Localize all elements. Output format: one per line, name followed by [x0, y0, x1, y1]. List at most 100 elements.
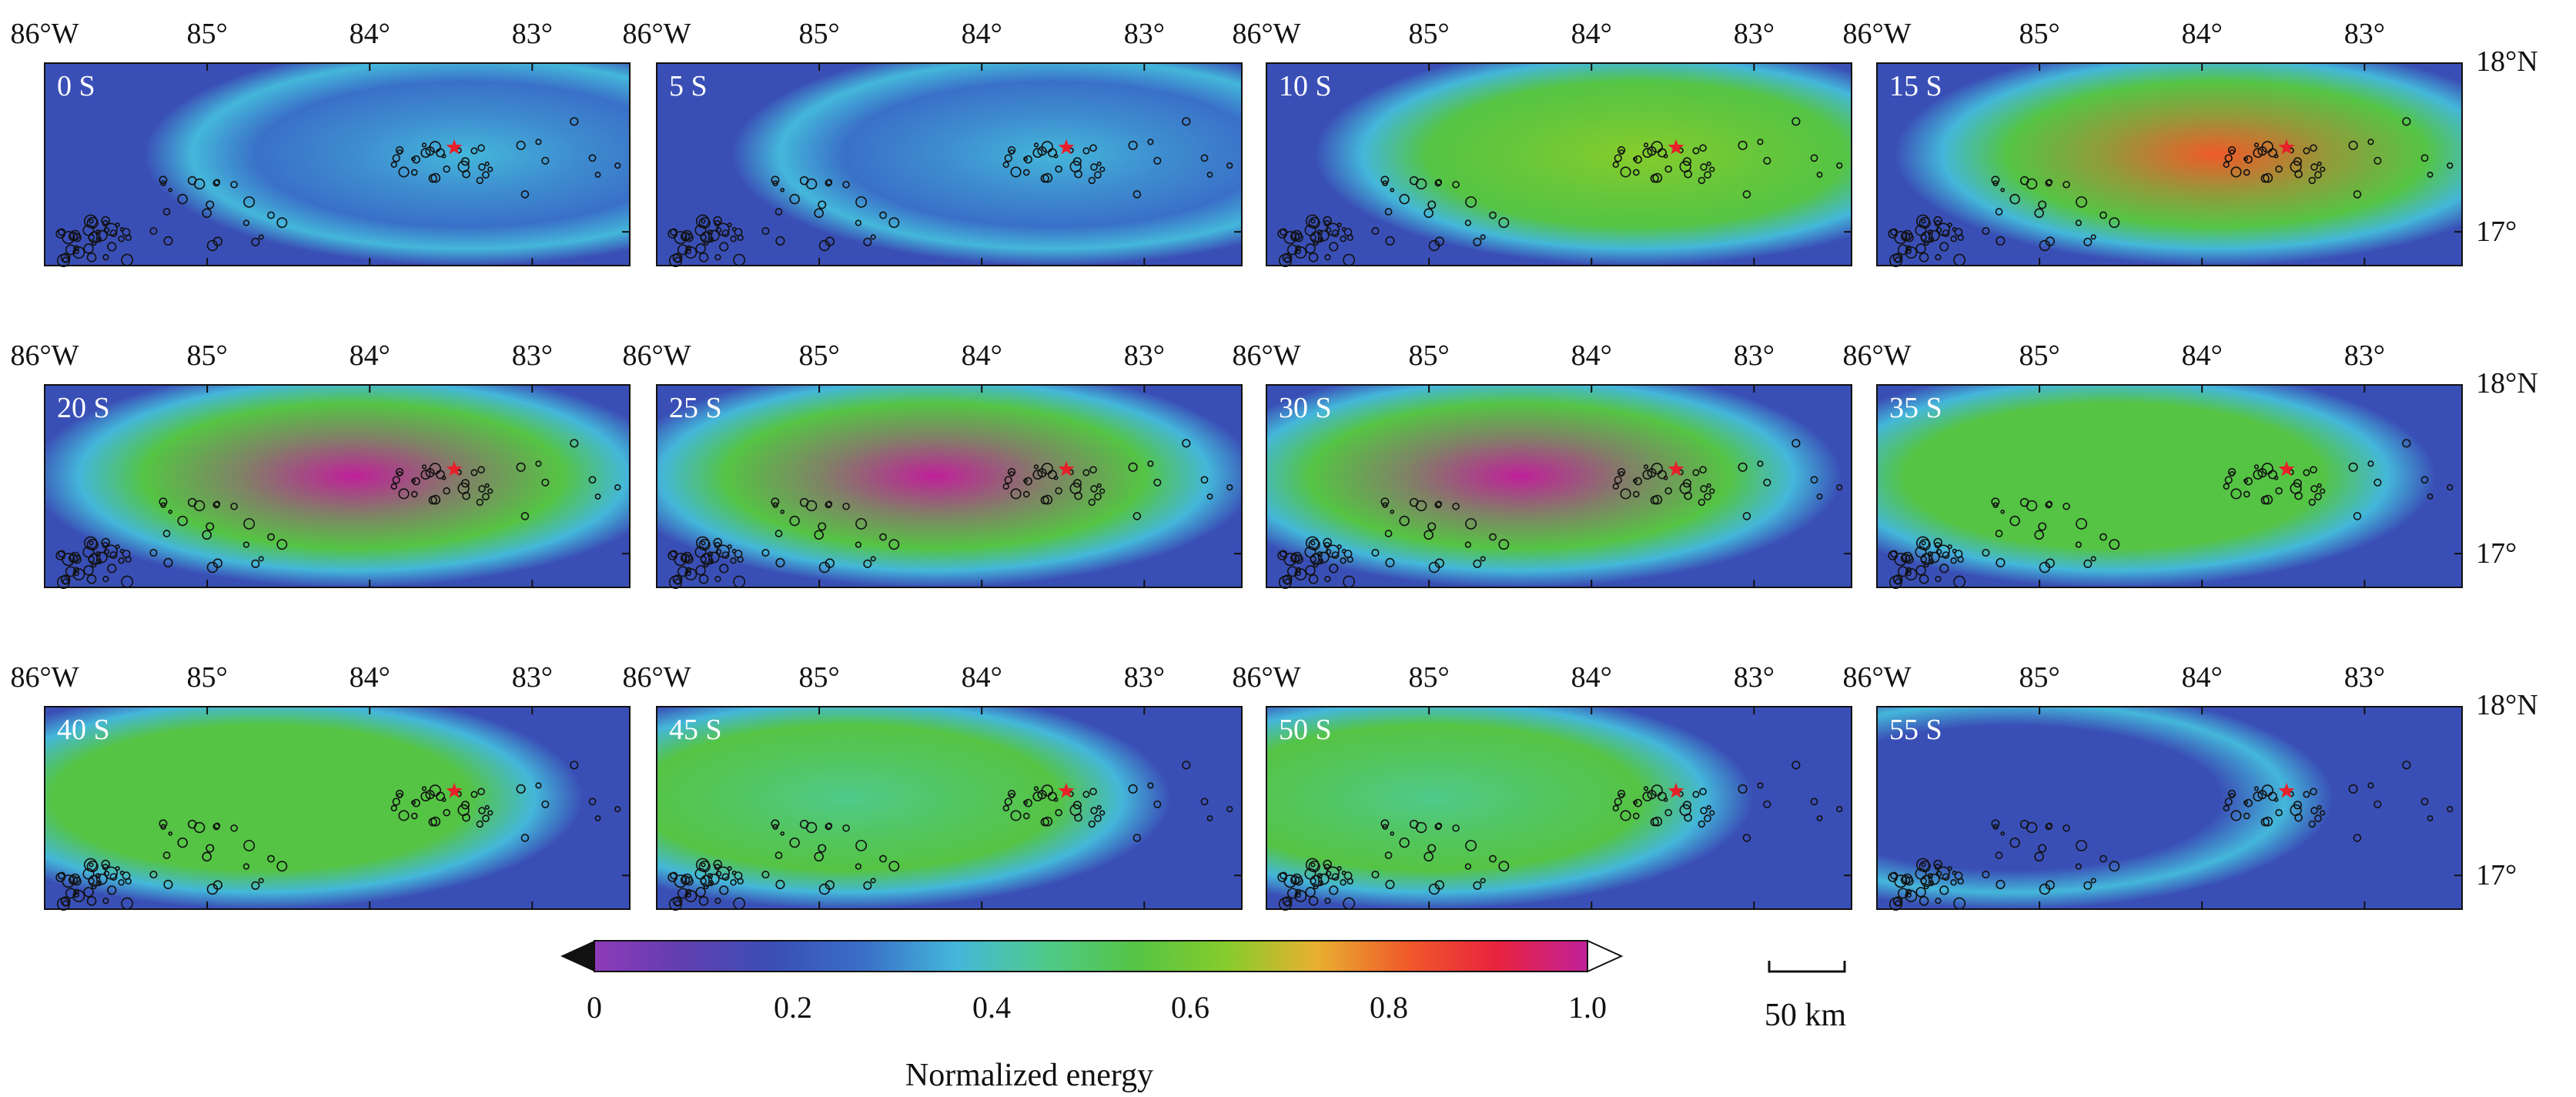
seismicity-circle — [1305, 565, 1316, 576]
lon-tick-label: 83° — [1124, 661, 1165, 694]
seismicity-circle — [1897, 244, 1909, 256]
seismicity-circle — [2009, 837, 2020, 848]
seismicity-circle — [2263, 494, 2273, 505]
seismicity-circle — [1317, 558, 1324, 565]
seismicity-circle — [1004, 154, 1012, 162]
seismicity-circle — [727, 544, 732, 550]
seismicity-circle — [1340, 879, 1347, 886]
seismicity-circle — [1634, 155, 1642, 164]
epicenter-star-icon — [1058, 782, 1075, 798]
seismicity-circle — [1024, 155, 1032, 164]
seismicity-circle — [1010, 810, 1022, 821]
energy-field — [657, 63, 1242, 266]
seismicity-circle — [243, 541, 250, 548]
seismicity-circle — [149, 549, 158, 557]
seismicity-circle — [1033, 464, 1039, 470]
seismicity-circle — [1069, 160, 1082, 173]
seismicity-circle — [814, 530, 824, 540]
seismicity-circle — [1950, 236, 1957, 242]
seismicity-circle — [1920, 555, 1927, 563]
seismicity-circle — [1331, 551, 1340, 560]
seismicity-circle — [1489, 211, 1497, 219]
seismicity-circle — [1709, 810, 1715, 816]
seismicity-circle — [1700, 807, 1708, 814]
seismicity-circle — [276, 861, 288, 872]
seismicity-circle — [398, 488, 410, 500]
seismicity-circle — [1009, 471, 1015, 477]
seismicity-circle — [825, 501, 832, 509]
seismicity-circle — [818, 522, 827, 531]
seismicity-circle — [2290, 160, 2302, 173]
seismicity-circle — [2447, 483, 2454, 491]
seismicity-circle — [2374, 478, 2382, 487]
seismicity-circle — [1698, 820, 1706, 828]
seismicity-circle — [1919, 253, 1929, 263]
seismicity-circle — [1324, 897, 1331, 905]
seismicity-circle — [685, 567, 691, 574]
seismicity-circle — [681, 873, 693, 885]
lon-tick-label: 85° — [2019, 339, 2060, 372]
seismicity-circle — [1290, 875, 1300, 885]
seismicity-circle — [1905, 568, 1918, 580]
seismicity-circle — [708, 551, 720, 564]
seismicity-circle — [2038, 522, 2047, 531]
seismicity-circle — [855, 517, 868, 530]
seismicity-circle — [1498, 861, 1510, 872]
seismicity-circle — [2019, 497, 2029, 507]
seismicity-circle — [1305, 243, 1316, 254]
seismicity-circle — [1995, 530, 2003, 537]
seismicity-circle — [1371, 227, 1380, 236]
seismicity-circle — [667, 229, 677, 239]
seismicity-circle — [698, 896, 709, 906]
seismicity-circle — [1069, 804, 1082, 817]
seismicity-circle — [1995, 851, 2003, 859]
seismicity-circle — [700, 877, 707, 885]
seismicity-circle — [1096, 483, 1102, 488]
seismicity-circle — [1128, 784, 1138, 794]
map-panel: 5 S 86°W 85° 84° 83° — [622, 18, 1243, 267]
seismicity-circle — [2062, 180, 2070, 189]
lon-tick-label: 86°W — [10, 18, 79, 50]
seismicity-circle — [667, 550, 677, 560]
seismicity-circle — [1620, 488, 1631, 500]
seismicity-circle — [1897, 566, 1909, 577]
seismicity-circle — [1888, 229, 1898, 239]
lat-tick-label: 17° — [2476, 216, 2517, 248]
seismicity-circle — [2109, 217, 2120, 229]
colorbar-tick-label: 0 — [587, 990, 602, 1025]
seismicity-circle — [713, 859, 722, 869]
seismicity-circle — [2090, 234, 2096, 240]
seismicity-circle — [1452, 180, 1460, 189]
seismicity-circle — [1933, 537, 1942, 547]
seismicity-circle — [1634, 477, 1642, 486]
seismicity-circle — [1099, 810, 1106, 816]
seismicity-circle — [1480, 878, 1486, 884]
energy-field — [45, 385, 630, 587]
seismicity-circle — [2034, 851, 2044, 862]
seismicity-circle — [685, 570, 691, 577]
seismicity-circle — [1888, 872, 1898, 882]
panel-frame — [1876, 706, 2463, 910]
seismicity-circle — [243, 196, 256, 208]
seismicity-circle — [1634, 798, 1642, 808]
seismicity-circle — [1055, 487, 1062, 495]
seismicity-circle — [1042, 816, 1053, 827]
seismicity-circle — [761, 549, 770, 557]
seismicity-circle — [698, 574, 709, 584]
seismicity-circle — [177, 837, 188, 848]
seismicity-circle — [1699, 788, 1707, 796]
seismicity-circle — [1310, 540, 1316, 546]
seismicity-circle — [89, 540, 94, 546]
seismicity-circle — [2253, 786, 2260, 791]
seismicity-circle — [2317, 804, 2322, 810]
seismicity-circle — [1042, 172, 1053, 183]
seismicity-circle — [1816, 815, 1823, 821]
seismicity-circle — [457, 482, 470, 495]
seismicity-circle — [1434, 179, 1442, 187]
lon-tick-label: 85° — [2019, 661, 2060, 694]
seismicity-circle — [730, 879, 737, 886]
seismicity-circle — [1002, 483, 1009, 490]
seismicity-circle — [1089, 466, 1097, 474]
seismicity-circle — [390, 161, 397, 169]
seismicity-circle — [1286, 888, 1298, 899]
